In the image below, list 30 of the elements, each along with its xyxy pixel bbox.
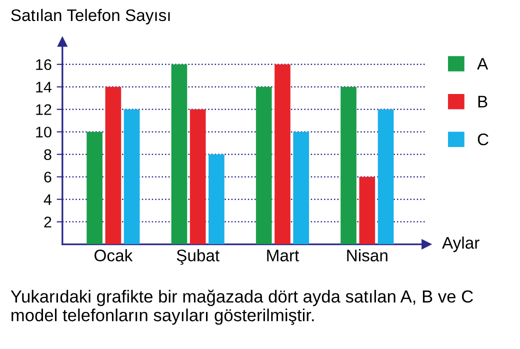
bar xyxy=(124,109,140,244)
x-tick-label: Şubat xyxy=(176,249,220,265)
bar xyxy=(378,109,394,244)
y-tick-label: 4 xyxy=(44,194,52,205)
y-tick-label: 14 xyxy=(36,82,52,92)
bar xyxy=(86,132,102,244)
legend-label: B xyxy=(478,96,488,108)
bar xyxy=(208,154,224,244)
bar xyxy=(293,132,310,244)
x-tick-label: Nisan xyxy=(347,249,388,262)
bar xyxy=(105,86,122,244)
legend-label: A xyxy=(477,58,488,70)
y-tick-label: 12 xyxy=(36,104,52,115)
bar xyxy=(274,64,290,244)
legend-label: C xyxy=(478,133,488,146)
y-tick-label: 2 xyxy=(44,216,52,228)
text: Yukarıdaki grafikte bir mağazada dört ayda satılan A, B ve C model telefonların sayıları gösterilmiştir. xyxy=(10,290,473,325)
bar xyxy=(256,86,272,244)
y-tick-label: 10 xyxy=(36,126,52,138)
x-axis-title: Aylar xyxy=(442,236,480,252)
bar xyxy=(359,176,376,244)
x-tick-label: Mart xyxy=(267,250,300,262)
y-tick-label: 6 xyxy=(44,172,52,183)
y-tick-label: 16 xyxy=(36,59,52,70)
y-tick-label: 8 xyxy=(44,149,52,160)
x-tick-label: Ocak xyxy=(94,249,133,262)
bar xyxy=(340,86,356,244)
bar xyxy=(190,109,206,244)
y-axis-title: Satılan Telefon Sayısı xyxy=(11,8,170,24)
bar xyxy=(171,64,188,244)
